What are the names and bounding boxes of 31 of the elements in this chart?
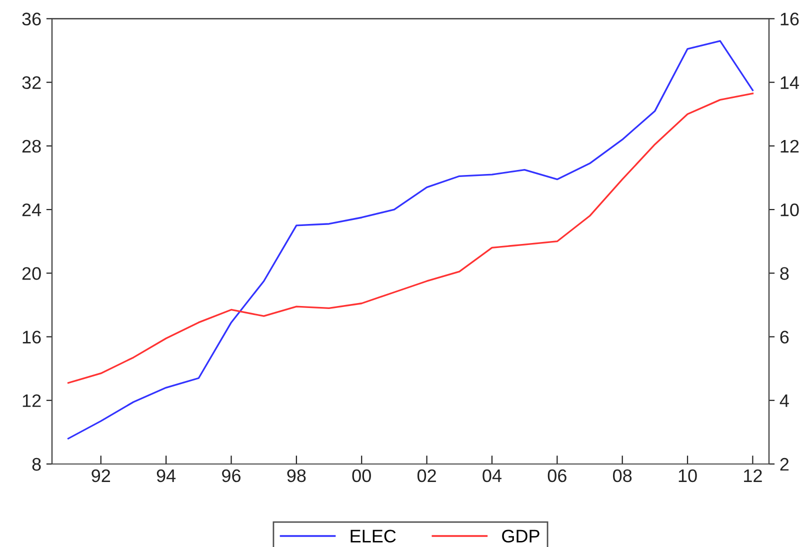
x-tick-label: 12	[744, 469, 762, 482]
line-series	[67, 92, 754, 384]
y-tick-label: 36	[22, 12, 41, 26]
y2-tick-label: 16	[780, 12, 799, 26]
y2-tick-label: 4	[780, 394, 789, 407]
x-tick-label: 00	[352, 469, 371, 482]
x-tick-label: 98	[287, 469, 306, 482]
x-tick-label: 08	[613, 469, 632, 482]
y2-tick-label: 12	[780, 140, 799, 152]
legend-label: ELEC	[350, 530, 396, 542]
y-tick-label: 28	[22, 140, 41, 153]
y-tick-label: 16	[22, 330, 41, 344]
y2-tick-label: 8	[780, 267, 789, 280]
x-tick-label: 10	[678, 469, 697, 482]
y-tick-label: 24	[22, 203, 42, 216]
y2-tick-label: 2	[780, 458, 789, 471]
legend-label: GDP	[502, 530, 540, 542]
y2-tick-label: 6	[780, 330, 789, 344]
x-tick-label: 94	[156, 469, 176, 482]
x-tick-label: 04	[482, 469, 502, 482]
x-tick-label: 92	[92, 469, 110, 482]
x-tick-label: 02	[417, 469, 436, 482]
x-tick-label: 06	[548, 469, 566, 482]
y-tick-label: 20	[22, 267, 41, 280]
y2-tick-label: 14	[780, 76, 799, 89]
x-tick-label: 96	[222, 469, 240, 482]
y2-tick-label: 10	[780, 203, 799, 216]
y-tick-label: 12	[22, 394, 41, 407]
line-series	[67, 40, 754, 440]
y-tick-label: 32	[22, 76, 41, 90]
y-tick-label: 8	[32, 458, 41, 471]
